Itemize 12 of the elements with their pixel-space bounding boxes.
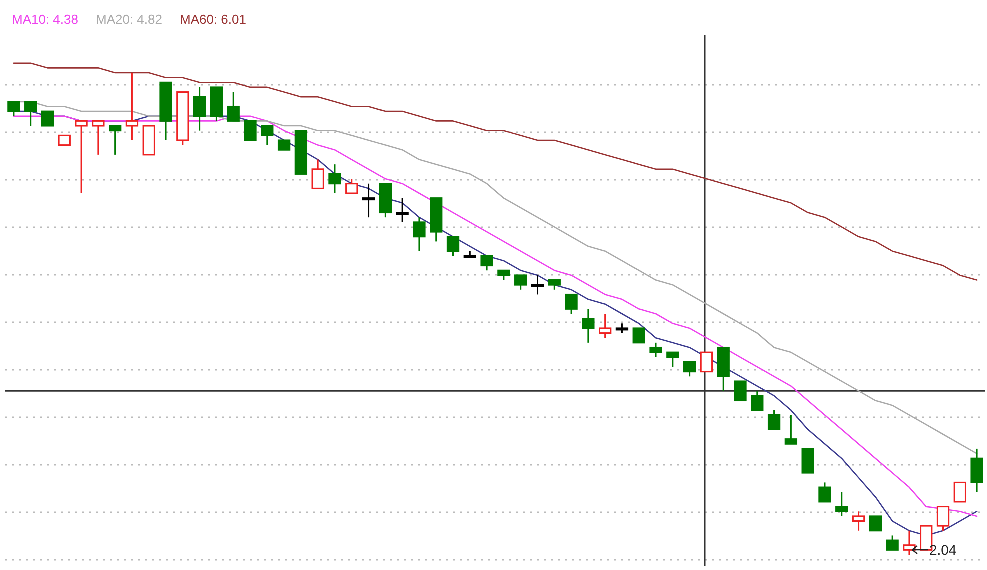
candlestick	[531, 274, 544, 296]
candlestick	[396, 198, 409, 224]
candlestick	[328, 164, 342, 194]
candlestick	[970, 448, 984, 494]
candlestick	[126, 72, 139, 142]
text: MA10: 4.38	[12, 12, 78, 27]
candlestick	[582, 308, 595, 344]
text: MA60: 6.01	[180, 12, 246, 27]
text: MA20: 4.82	[96, 12, 162, 27]
annotation: 2.04	[929, 542, 957, 558]
candlestick	[362, 183, 376, 218]
candlestick	[193, 86, 206, 132]
